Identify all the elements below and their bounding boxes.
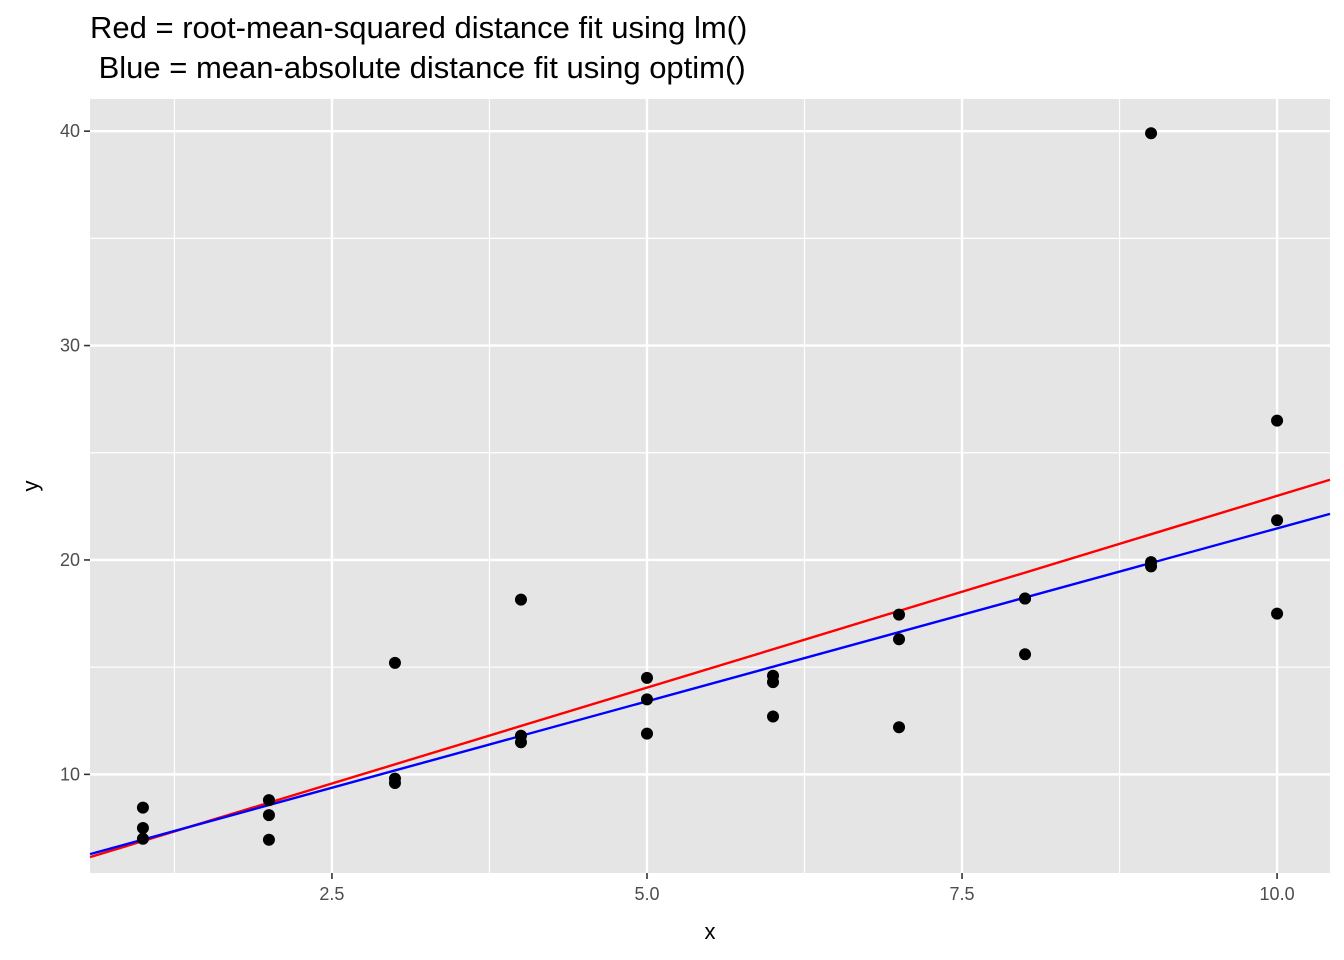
x-tick-label: 10.0 xyxy=(1260,884,1295,904)
data-point xyxy=(893,633,906,646)
data-point xyxy=(640,671,653,684)
data-point xyxy=(136,821,149,834)
x-tick-label: 7.5 xyxy=(950,884,975,904)
x-axis-title: x xyxy=(705,919,716,944)
data-point xyxy=(388,776,401,789)
data-point xyxy=(640,727,653,740)
x-tick-label: 5.0 xyxy=(634,884,659,904)
data-point xyxy=(262,833,275,846)
data-point xyxy=(514,593,527,606)
data-point xyxy=(1019,592,1032,605)
data-point xyxy=(136,832,149,845)
data-points xyxy=(136,127,1284,846)
data-point xyxy=(514,736,527,749)
x-tick-label: 2.5 xyxy=(319,884,344,904)
y-axis-ticks: 10 20 30 40 xyxy=(60,121,90,784)
data-point xyxy=(1145,560,1158,573)
optim-fit-line xyxy=(89,512,1331,856)
data-point xyxy=(136,801,149,814)
data-point xyxy=(1271,607,1284,620)
data-point xyxy=(640,693,653,706)
fit-lines xyxy=(89,478,1331,859)
data-point xyxy=(767,710,780,723)
data-point xyxy=(1271,414,1284,427)
y-axis-title: y xyxy=(18,481,43,492)
data-point xyxy=(893,608,906,621)
data-point xyxy=(767,676,780,689)
data-point xyxy=(262,794,275,807)
data-point xyxy=(1019,648,1032,661)
x-axis-ticks: 2.5 5.0 7.5 10.0 xyxy=(319,873,1295,904)
data-point xyxy=(388,656,401,669)
data-point xyxy=(1145,127,1158,140)
chart-title: Red = root-mean-squared distance fit usi… xyxy=(90,8,747,88)
chart-title-line-1: Red = root-mean-squared distance fit usi… xyxy=(90,10,748,45)
chart-title-line-2: Blue = mean-absolute distance fit using … xyxy=(90,50,746,85)
lm-fit-line xyxy=(89,478,1331,859)
y-tick-label: 10 xyxy=(60,764,80,784)
data-point xyxy=(1271,514,1284,527)
plot-panel xyxy=(90,99,1330,873)
y-tick-label: 20 xyxy=(60,550,80,570)
y-tick-label: 30 xyxy=(60,336,80,356)
y-tick-label: 40 xyxy=(60,121,80,141)
data-point xyxy=(893,721,906,734)
major-gridlines xyxy=(90,99,1330,873)
data-point xyxy=(262,809,275,822)
